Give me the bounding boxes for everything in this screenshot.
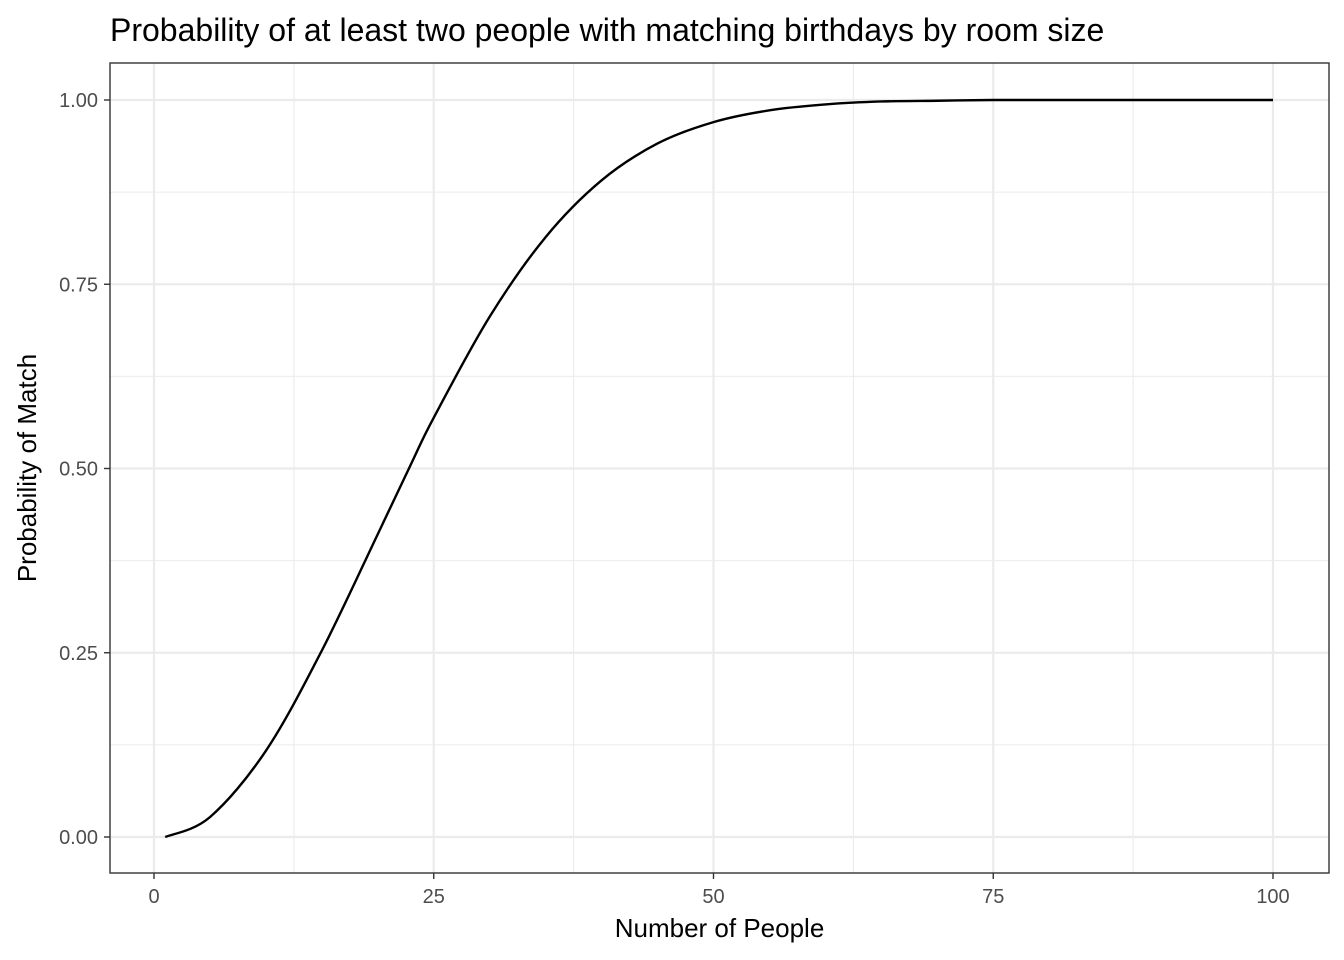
x-axis-title: Number of People <box>615 913 825 943</box>
probability-curve <box>164 98 1273 839</box>
y-tick-label: 0.75 <box>59 274 98 296</box>
y-tick-label: 0.00 <box>59 827 98 849</box>
y-tick-label: 0.25 <box>59 643 98 665</box>
x-tick-label: 0 <box>148 886 159 908</box>
x-tick-label: 75 <box>982 886 1004 908</box>
y-tick-label: 1.00 <box>59 90 98 112</box>
y-tick-label: 0.50 <box>59 459 98 481</box>
x-tick-label: 100 <box>1256 886 1289 908</box>
grid <box>110 63 1329 873</box>
y-axis-title: Probability of Match <box>12 354 42 582</box>
x-tick-label: 25 <box>423 886 445 908</box>
axes: 0 25 50 75 100 0.00 0.25 0.50 0.75 1.00 <box>59 90 1290 908</box>
series-layer <box>164 98 1273 839</box>
chart-title: Probability of at least two people with … <box>110 12 1104 48</box>
x-tick-label: 50 <box>702 886 724 908</box>
